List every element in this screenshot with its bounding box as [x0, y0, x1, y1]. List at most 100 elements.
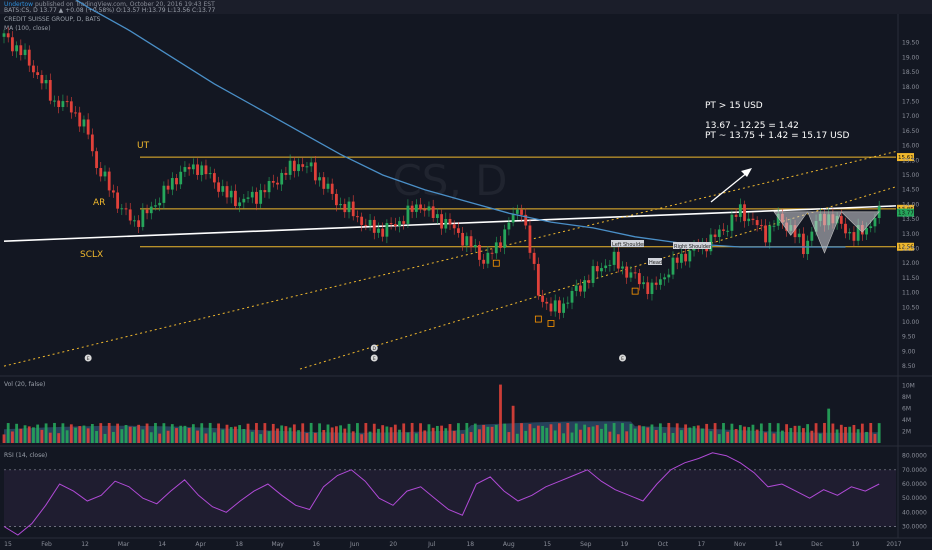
time-tick: Jun — [349, 541, 360, 548]
volume-bar — [6, 423, 10, 443]
volume-bar — [250, 431, 254, 443]
candle-body — [562, 303, 566, 313]
price-tick: 13.00 — [902, 231, 919, 238]
time-tick: 20 — [389, 541, 397, 548]
volume-bar — [166, 430, 170, 443]
candle-body — [507, 222, 511, 230]
volume-bar — [95, 431, 98, 443]
volume-bar — [53, 422, 56, 443]
volume-bar — [503, 423, 507, 443]
candle-body — [179, 171, 183, 185]
candle-body — [793, 225, 797, 238]
candle-body — [873, 218, 877, 227]
time-axis[interactable]: 15 Feb 12 Mar 14 Apr 18 May 16 Jun 20 Jul 18 Aug 15 Sep… — [4, 541, 902, 548]
author-link[interactable]: Undertow — [4, 1, 34, 8]
time-tick: 14 — [158, 541, 166, 548]
candle-body — [196, 164, 199, 175]
candle-body — [511, 213, 515, 223]
right-shoulder-label: Right Shoulder — [674, 244, 712, 250]
price-axis[interactable]: 19.50 19.00 18.50 18.00 17.50 17.00 16.50 16.00… — [902, 40, 927, 531]
volume-bar — [814, 423, 818, 443]
candle-body — [435, 214, 439, 218]
volume-bar — [44, 423, 48, 443]
level-tag-text: 15.61 — [898, 155, 914, 161]
price-tick: 15.50 — [902, 157, 919, 164]
volume-bar — [309, 422, 313, 443]
price-tick: 18.50 — [902, 69, 919, 76]
candle-body — [65, 101, 69, 103]
volume-bar — [633, 428, 637, 443]
candle-body — [82, 119, 86, 127]
candle-body — [440, 214, 443, 229]
volume-bar — [196, 430, 199, 443]
candle-body — [637, 273, 641, 285]
volume-bar — [553, 430, 557, 443]
candle-body — [515, 209, 519, 214]
candle-body — [452, 224, 456, 229]
volume-bar — [705, 423, 709, 443]
publish-info: published on TradingView.com, October 20… — [35, 1, 215, 8]
candle-body — [326, 183, 330, 189]
candle-body — [764, 225, 767, 243]
candle-body — [810, 231, 814, 241]
volume-bar — [646, 427, 650, 443]
time-tick: 2017 — [886, 541, 901, 548]
candle-body — [137, 220, 141, 227]
target-arrow — [710, 171, 749, 203]
volume-bar — [154, 422, 157, 443]
candle-body — [663, 277, 666, 280]
volume-bar — [128, 426, 132, 443]
candle-body — [532, 252, 536, 264]
candle-body — [301, 164, 305, 167]
volume-bar — [137, 424, 141, 443]
volume-bar — [141, 429, 145, 443]
candle-body — [154, 205, 157, 207]
volume-bar — [637, 425, 641, 443]
volume-bar — [642, 426, 645, 443]
volume-bar — [600, 428, 603, 443]
price-tick: 9.50 — [902, 334, 916, 341]
candle-body — [444, 218, 448, 229]
candle-body — [120, 208, 124, 210]
volume-bar — [823, 422, 826, 443]
volume-bar — [532, 428, 536, 443]
volume-bar — [69, 424, 73, 443]
volume-bar — [427, 424, 431, 443]
left-shoulder-label: Left Shoulder — [612, 242, 646, 248]
rsi-tick: 50.0000 — [902, 495, 927, 502]
time-tick: Mar — [118, 541, 130, 548]
volume-bar — [263, 423, 267, 443]
rsi-tick: 70.0000 — [902, 467, 927, 474]
candle-body — [869, 226, 873, 229]
volume-bar — [856, 429, 860, 443]
volume-bar — [785, 424, 789, 443]
volume-pane — [2, 384, 881, 443]
volume-bar — [11, 431, 14, 443]
price-tick: 19.50 — [902, 40, 919, 47]
volume-bar — [330, 427, 334, 443]
candle-body — [212, 173, 216, 183]
volume-tick: 8M — [902, 394, 911, 401]
time-tick: Dec — [811, 541, 823, 548]
volume-bar — [595, 425, 599, 443]
volume-bar — [103, 433, 107, 443]
candle-body — [107, 171, 111, 191]
candle-body — [499, 242, 502, 248]
volume-bar — [848, 426, 852, 443]
time-tick: Aug — [503, 541, 515, 548]
volume-bar — [768, 422, 772, 443]
volume-bar — [368, 431, 372, 443]
volume-bar — [339, 425, 343, 443]
volume-bar — [717, 434, 721, 443]
volume-bar — [313, 432, 317, 443]
volume-bar — [377, 428, 380, 443]
candle-body — [162, 185, 166, 203]
volume-bar — [347, 423, 351, 443]
candle-body — [187, 167, 191, 170]
volume-bar — [402, 423, 406, 443]
candle-body — [343, 204, 347, 213]
candle-body — [738, 204, 742, 217]
candle-body — [255, 191, 258, 204]
time-tick: 16 — [312, 541, 320, 548]
